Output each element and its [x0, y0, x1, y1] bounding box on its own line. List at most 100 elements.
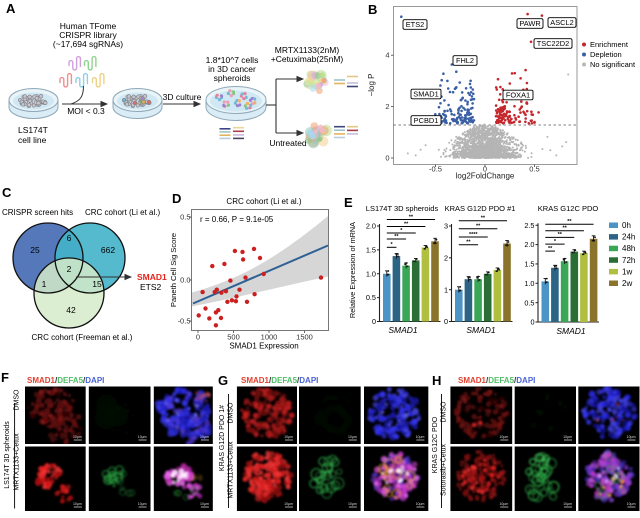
svg-text:10µm: 10µm — [627, 502, 636, 506]
svg-text:CRC cohort (Li et al.): CRC cohort (Li et al.) — [226, 197, 301, 206]
svg-text:0: 0 — [483, 165, 487, 174]
svg-text:A: A — [6, 1, 16, 16]
svg-text:SMAD1/DEFA5/DAPI: SMAD1/DEFA5/DAPI — [458, 376, 535, 385]
svg-text:FOXA1: FOXA1 — [506, 91, 530, 100]
svg-text:0.0: 0.0 — [180, 276, 190, 285]
svg-text:1: 1 — [444, 285, 448, 294]
svg-text:SMAD1: SMAD1 — [413, 90, 438, 99]
svg-text:10µm: 10µm — [627, 435, 636, 439]
svg-text:**: ** — [466, 240, 471, 246]
svg-text:0.5: 0.5 — [366, 293, 376, 302]
svg-text:****: **** — [469, 232, 478, 238]
svg-text:10µm: 10µm — [200, 435, 209, 439]
svg-text:4: 4 — [385, 51, 389, 60]
svg-text:48h: 48h — [622, 244, 635, 253]
svg-text:6: 6 — [67, 233, 72, 243]
svg-text:MOI < 0.3: MOI < 0.3 — [67, 106, 105, 116]
svg-text:spheroids: spheroids — [214, 73, 251, 83]
svg-text:25: 25 — [30, 245, 40, 255]
svg-text:+Cetuximab(25nM): +Cetuximab(25nM) — [271, 54, 344, 64]
svg-text:r = 0.66, P = 9.1e-05: r = 0.66, P = 9.1e-05 — [200, 215, 274, 224]
svg-text:10µm: 10µm — [284, 435, 293, 439]
svg-text:15: 15 — [92, 279, 102, 289]
svg-text:10µm: 10µm — [200, 502, 209, 506]
svg-text:MRTX1133+Cetux: MRTX1133+Cetux — [228, 441, 235, 499]
svg-text:(~17,694 sgRNAs): (~17,694 sgRNAs) — [53, 39, 123, 49]
svg-text:B: B — [368, 2, 377, 17]
svg-text:Depletion: Depletion — [590, 50, 622, 59]
svg-text:TSC22D2: TSC22D2 — [537, 39, 569, 48]
svg-text:0: 0 — [372, 317, 376, 326]
svg-text:2: 2 — [444, 253, 448, 262]
svg-text:0.5: 0.5 — [524, 298, 534, 307]
svg-text:LS174T 3D spheroids: LS174T 3D spheroids — [366, 204, 439, 213]
svg-text:MRTX1133+Cetux: MRTX1133+Cetux — [14, 433, 21, 491]
svg-text:G: G — [218, 373, 228, 388]
svg-text:CRC cohort (Freeman et al.): CRC cohort (Freeman et al.) — [32, 333, 133, 342]
svg-text:10µm: 10µm — [348, 502, 357, 506]
svg-text:CRC cohort (Li et al.): CRC cohort (Li et al.) — [85, 208, 160, 217]
svg-text:SMAD1 Expression: SMAD1 Expression — [229, 342, 298, 351]
svg-text:KRAS G12D PDO #1: KRAS G12D PDO #1 — [445, 204, 516, 213]
svg-text:Untreated: Untreated — [269, 138, 307, 148]
svg-text:SMAD1: SMAD1 — [137, 272, 167, 282]
svg-text:662: 662 — [101, 245, 115, 255]
svg-text:2w: 2w — [622, 279, 632, 288]
svg-text:10µm: 10µm — [563, 502, 572, 506]
svg-text:1000: 1000 — [261, 333, 278, 342]
svg-text:H: H — [432, 373, 441, 388]
svg-text:LS174T: LS174T — [18, 125, 48, 135]
svg-text:2: 2 — [67, 264, 72, 274]
svg-text:SMAD1: SMAD1 — [388, 325, 418, 335]
svg-text:10µm: 10µm — [416, 435, 425, 439]
svg-text:Enrichment: Enrichment — [590, 40, 629, 49]
svg-text:10µm: 10µm — [138, 502, 147, 506]
svg-text:1.5: 1.5 — [366, 245, 376, 254]
svg-text:**: ** — [567, 219, 572, 225]
svg-text:E: E — [344, 195, 353, 210]
svg-text:1w: 1w — [622, 267, 632, 276]
svg-text:SMAD1: SMAD1 — [466, 325, 496, 335]
svg-text:0: 0 — [444, 317, 448, 326]
svg-text:KRAS G12C PDO: KRAS G12C PDO — [538, 204, 599, 213]
svg-text:PCBD1: PCBD1 — [414, 116, 439, 125]
svg-text:SMAD1: SMAD1 — [556, 326, 586, 336]
svg-text:DMSO: DMSO — [441, 401, 448, 423]
svg-text:10µm: 10µm — [563, 435, 572, 439]
svg-text:CRISPR screen hits: CRISPR screen hits — [2, 208, 73, 217]
svg-text:42: 42 — [66, 305, 76, 315]
svg-text:SMAD1/DEFA5/DAPI: SMAD1/DEFA5/DAPI — [27, 376, 104, 385]
svg-text:0: 0 — [385, 154, 389, 163]
svg-text:10µm: 10µm — [499, 435, 508, 439]
svg-text:Paneth Cell Sig Score: Paneth Cell Sig Score — [169, 233, 178, 307]
svg-text:-0.5: -0.5 — [178, 317, 191, 326]
svg-text:ASCL2: ASCL2 — [550, 18, 573, 27]
svg-text:10µm: 10µm — [284, 502, 293, 506]
svg-text:CRISPR library: CRISPR library — [59, 30, 117, 40]
svg-text:**: ** — [476, 224, 481, 230]
svg-text:**: ** — [548, 246, 553, 252]
svg-text:10µm: 10µm — [73, 435, 82, 439]
svg-text:72h: 72h — [622, 256, 635, 265]
svg-text:2: 2 — [385, 102, 389, 111]
svg-text:**: ** — [481, 216, 486, 222]
svg-text:D: D — [172, 191, 181, 206]
svg-text:1500: 1500 — [296, 333, 313, 342]
svg-text:−log P: −log P — [367, 74, 376, 97]
svg-text:2.5: 2.5 — [524, 221, 534, 230]
svg-text:DMSO: DMSO — [14, 389, 21, 411]
svg-text:1.0: 1.0 — [524, 279, 534, 288]
svg-text:SMAD1/DEFA5/DAPI: SMAD1/DEFA5/DAPI — [241, 376, 318, 385]
svg-text:FHL2: FHL2 — [456, 56, 474, 65]
svg-text:0: 0 — [530, 318, 534, 327]
svg-text:Sotorasib+Cetux: Sotorasib+Cetux — [441, 444, 448, 496]
svg-text:0.5: 0.5 — [529, 165, 539, 174]
svg-text:PAWR: PAWR — [519, 19, 540, 28]
svg-text:10µm: 10µm — [348, 435, 357, 439]
svg-text:0.5: 0.5 — [180, 213, 190, 222]
svg-text:10µm: 10µm — [499, 502, 508, 506]
svg-text:-0.5: -0.5 — [429, 165, 442, 174]
svg-text:No significant: No significant — [590, 60, 636, 69]
svg-text:24h: 24h — [622, 233, 635, 242]
svg-text:DMSO: DMSO — [228, 402, 235, 424]
